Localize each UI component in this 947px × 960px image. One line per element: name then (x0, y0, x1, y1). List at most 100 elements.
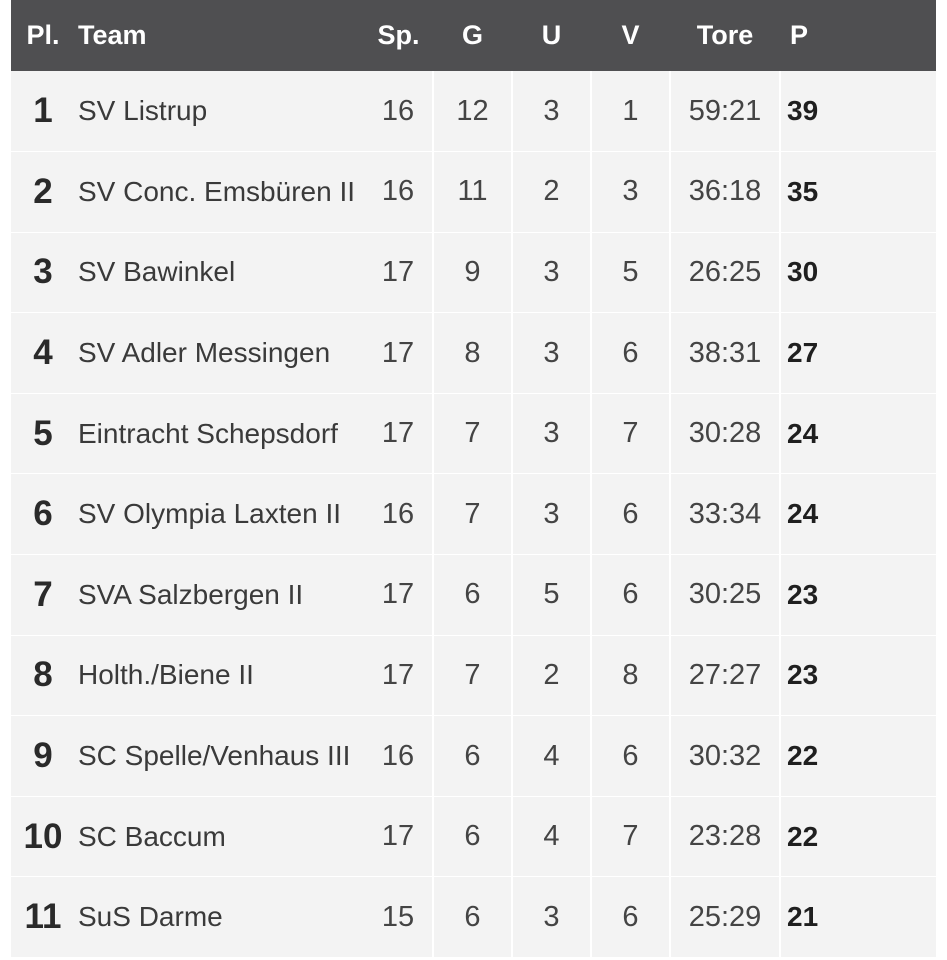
cell-points: 23 (779, 635, 936, 717)
cell-team[interactable]: SV Olympia Laxten II (75, 473, 364, 556)
header-placement[interactable]: Pl. (26, 20, 60, 50)
cell-draws: 3 (511, 232, 591, 314)
cell-draws: 3 (511, 71, 591, 153)
cell-goals: 30:25 (669, 554, 780, 636)
cell-losses: 1 (590, 71, 670, 153)
table-row[interactable]: 6 SV Olympia Laxten II 16 7 3 6 33:34 24 (11, 473, 936, 556)
cell-team[interactable]: SV Adler Messingen (75, 312, 364, 394)
cell-points: 22 (779, 796, 936, 878)
cell-placement: 2 (11, 151, 75, 233)
header-goals[interactable]: Tore (696, 20, 754, 50)
cell-team[interactable]: SC Baccum (75, 796, 364, 878)
cell-placement: 1 (11, 71, 75, 153)
cell-games: 17 (364, 554, 433, 636)
cell-team[interactable]: SV Listrup (75, 71, 364, 153)
cell-team[interactable]: SV Bawinkel (75, 232, 364, 314)
cell-placement: 4 (11, 312, 75, 394)
cell-team[interactable]: SC Spelle/Venhaus III (75, 715, 364, 797)
cell-wins: 7 (432, 393, 512, 475)
league-table: Pl. Team Sp. G U V Tore P 1 SV Listrup 16 1… (11, 0, 936, 959)
cell-losses: 7 (590, 393, 670, 475)
cell-points: 30 (779, 232, 936, 314)
cell-draws: 2 (511, 635, 591, 717)
cell-games: 17 (364, 393, 433, 475)
header-points[interactable]: P (790, 20, 809, 50)
cell-draws: 3 (511, 876, 591, 959)
cell-goals: 25:29 (669, 876, 780, 959)
cell-placement: 8 (11, 635, 75, 717)
cell-games: 16 (364, 71, 433, 153)
cell-wins: 11 (432, 151, 512, 233)
cell-goals: 23:28 (669, 796, 780, 878)
cell-draws: 4 (511, 715, 591, 797)
cell-draws: 5 (511, 554, 591, 636)
cell-placement: 9 (11, 715, 75, 797)
cell-wins: 6 (432, 554, 512, 636)
cell-losses: 6 (590, 554, 670, 636)
table-row[interactable]: 9 SC Spelle/Venhaus III 16 6 4 6 30:32 22 (11, 715, 936, 797)
table-row[interactable]: 7 SVA Salzbergen II 17 6 5 6 30:25 23 (11, 554, 936, 636)
cell-wins: 6 (432, 796, 512, 878)
table-body: 1 SV Listrup 16 12 3 1 59:21 39 2 SV Conc. Emsbür… (11, 71, 936, 959)
cell-losses: 5 (590, 232, 670, 314)
header-losses[interactable]: V (621, 20, 640, 50)
table-row[interactable]: 4 SV Adler Messingen 17 8 3 6 38:31 27 (11, 312, 936, 394)
cell-team[interactable]: Eintracht Schepsdorf (75, 393, 364, 475)
table-row[interactable]: 1 SV Listrup 16 12 3 1 59:21 39 (11, 71, 936, 153)
cell-points: 27 (779, 312, 936, 394)
table-row[interactable]: 2 SV Conc. Emsbüren II 16 11 2 3 36:18 35 (11, 151, 936, 233)
cell-wins: 8 (432, 312, 512, 394)
cell-games: 16 (364, 473, 433, 556)
cell-wins: 9 (432, 232, 512, 314)
cell-team[interactable]: SuS Darme (75, 876, 364, 959)
cell-games: 17 (364, 635, 433, 717)
cell-goals: 27:27 (669, 635, 780, 717)
table-row[interactable]: 10 SC Baccum 17 6 4 7 23:28 22 (11, 796, 936, 878)
cell-team[interactable]: SV Conc. Emsbüren II (75, 151, 364, 233)
cell-draws: 3 (511, 393, 591, 475)
cell-placement: 7 (11, 554, 75, 636)
cell-points: 35 (779, 151, 936, 233)
table-row[interactable]: 8 Holth./Biene II 17 7 2 8 27:27 23 (11, 635, 936, 717)
cell-wins: 6 (432, 876, 512, 959)
league-table-container: Pl. Team Sp. G U V Tore P 1 SV Listrup 16 1… (11, 0, 936, 960)
cell-goals: 36:18 (669, 151, 780, 233)
table-row[interactable]: 3 SV Bawinkel 17 9 3 5 26:25 30 (11, 232, 936, 314)
cell-points: 21 (779, 876, 936, 959)
cell-placement: 6 (11, 473, 75, 556)
cell-wins: 7 (432, 473, 512, 556)
cell-losses: 6 (590, 715, 670, 797)
header-wins[interactable]: G (461, 20, 483, 50)
cell-draws: 3 (511, 312, 591, 394)
header-team[interactable]: Team (78, 20, 147, 50)
cell-points: 23 (779, 554, 936, 636)
cell-games: 17 (364, 796, 433, 878)
cell-goals: 26:25 (669, 232, 780, 314)
cell-points: 22 (779, 715, 936, 797)
cell-draws: 4 (511, 796, 591, 878)
cell-losses: 7 (590, 796, 670, 878)
cell-placement: 10 (11, 796, 75, 878)
cell-goals: 59:21 (669, 71, 780, 153)
cell-losses: 8 (590, 635, 670, 717)
cell-games: 15 (364, 876, 433, 959)
cell-losses: 6 (590, 876, 670, 959)
cell-wins: 6 (432, 715, 512, 797)
cell-points: 39 (779, 71, 936, 153)
cell-games: 16 (364, 715, 433, 797)
table-row[interactable]: 5 Eintracht Schepsdorf 17 7 3 7 30:28 24 (11, 393, 936, 475)
cell-losses: 3 (590, 151, 670, 233)
header-draws[interactable]: U (541, 20, 562, 50)
cell-team[interactable]: Holth./Biene II (75, 635, 364, 717)
cell-goals: 33:34 (669, 473, 780, 556)
cell-losses: 6 (590, 473, 670, 556)
cell-games: 16 (364, 151, 433, 233)
cell-team[interactable]: SVA Salzbergen II (75, 554, 364, 636)
cell-placement: 5 (11, 393, 75, 475)
cell-goals: 30:28 (669, 393, 780, 475)
cell-games: 17 (364, 312, 433, 394)
cell-wins: 7 (432, 635, 512, 717)
cell-placement: 11 (11, 876, 75, 959)
table-row[interactable]: 11 SuS Darme 15 6 3 6 25:29 21 (11, 876, 936, 959)
header-games[interactable]: Sp. (377, 20, 420, 50)
